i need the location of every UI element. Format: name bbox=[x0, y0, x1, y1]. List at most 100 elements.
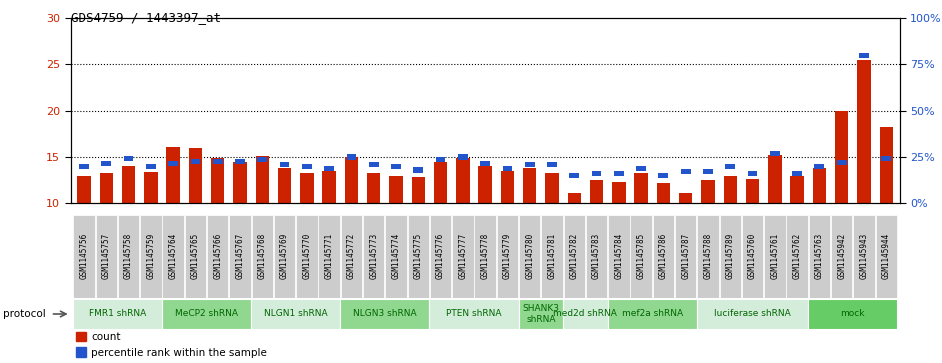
Bar bbox=[367, 173, 381, 203]
Bar bbox=[882, 156, 891, 162]
Bar bbox=[875, 215, 897, 298]
Bar bbox=[770, 151, 780, 156]
Bar bbox=[675, 215, 696, 298]
Bar bbox=[300, 173, 314, 203]
Text: GSM1145779: GSM1145779 bbox=[503, 233, 512, 279]
Bar bbox=[345, 157, 358, 203]
Bar bbox=[836, 160, 847, 165]
Bar bbox=[658, 173, 668, 178]
Bar bbox=[73, 215, 95, 298]
Bar bbox=[523, 168, 536, 203]
Bar bbox=[100, 173, 113, 203]
Text: GSM1145777: GSM1145777 bbox=[459, 233, 467, 279]
Bar bbox=[412, 178, 425, 203]
Bar bbox=[144, 172, 157, 203]
Bar bbox=[586, 215, 608, 298]
Bar bbox=[278, 168, 291, 203]
Bar bbox=[501, 171, 514, 203]
Bar bbox=[787, 215, 808, 298]
Bar bbox=[255, 156, 269, 203]
Bar bbox=[77, 175, 90, 203]
Bar bbox=[547, 162, 557, 167]
Bar bbox=[95, 215, 117, 298]
Text: GSM1145786: GSM1145786 bbox=[658, 233, 668, 279]
Bar bbox=[479, 166, 492, 203]
Bar bbox=[302, 164, 312, 169]
Bar bbox=[123, 156, 134, 162]
Bar bbox=[542, 215, 562, 298]
Bar bbox=[280, 162, 289, 167]
Bar bbox=[118, 215, 139, 298]
Bar bbox=[608, 299, 697, 329]
Text: NLGN3 shRNA: NLGN3 shRNA bbox=[353, 310, 416, 318]
Text: GSM1145765: GSM1145765 bbox=[191, 233, 200, 279]
Bar bbox=[815, 164, 824, 169]
Bar bbox=[389, 175, 402, 203]
Bar bbox=[545, 173, 559, 203]
Bar bbox=[408, 215, 429, 298]
Bar bbox=[434, 162, 447, 203]
Bar bbox=[475, 215, 495, 298]
Bar bbox=[229, 215, 251, 298]
Bar bbox=[742, 215, 763, 298]
Bar bbox=[496, 215, 518, 298]
Text: protocol: protocol bbox=[3, 309, 45, 319]
Text: luciferase shRNA: luciferase shRNA bbox=[714, 310, 791, 318]
Legend: count, percentile rank within the sample: count, percentile rank within the sample bbox=[76, 332, 268, 358]
Bar bbox=[252, 215, 273, 298]
Bar bbox=[234, 162, 247, 203]
Text: GSM1145767: GSM1145767 bbox=[236, 233, 245, 279]
Bar bbox=[723, 175, 737, 203]
Bar bbox=[679, 193, 692, 203]
Text: GSM1145759: GSM1145759 bbox=[146, 233, 155, 279]
Bar bbox=[768, 155, 782, 203]
Text: GSM1145782: GSM1145782 bbox=[570, 233, 578, 279]
Bar bbox=[102, 161, 111, 166]
Bar bbox=[701, 180, 715, 203]
Text: GSM1145781: GSM1145781 bbox=[547, 233, 557, 279]
Text: GSM1145761: GSM1145761 bbox=[771, 233, 779, 279]
Bar bbox=[456, 158, 469, 203]
Bar bbox=[169, 161, 178, 166]
Bar bbox=[519, 215, 541, 298]
Bar bbox=[207, 215, 228, 298]
Bar bbox=[162, 299, 252, 329]
Bar bbox=[636, 166, 646, 171]
Bar bbox=[188, 148, 203, 203]
Bar bbox=[347, 154, 356, 160]
Bar bbox=[563, 299, 608, 329]
Text: PTEN shRNA: PTEN shRNA bbox=[447, 310, 502, 318]
Bar bbox=[190, 159, 201, 164]
Text: GSM1145776: GSM1145776 bbox=[436, 233, 445, 279]
Bar bbox=[430, 215, 451, 298]
Bar bbox=[703, 169, 713, 174]
Text: GSM1145762: GSM1145762 bbox=[792, 233, 802, 279]
Text: GSM1145789: GSM1145789 bbox=[725, 233, 735, 279]
Text: GSM1145760: GSM1145760 bbox=[748, 233, 757, 279]
Text: GSM1145768: GSM1145768 bbox=[258, 233, 267, 279]
Text: GSM1145783: GSM1145783 bbox=[593, 233, 601, 279]
Bar bbox=[792, 171, 802, 176]
Text: GSM1145943: GSM1145943 bbox=[859, 233, 869, 279]
Bar bbox=[857, 60, 870, 203]
Bar bbox=[435, 157, 446, 162]
Bar bbox=[363, 215, 384, 298]
Text: GSM1145763: GSM1145763 bbox=[815, 233, 824, 279]
Text: GSM1145757: GSM1145757 bbox=[102, 233, 111, 279]
Text: GSM1145771: GSM1145771 bbox=[325, 233, 333, 279]
Text: FMR1 shRNA: FMR1 shRNA bbox=[89, 310, 146, 318]
Text: GSM1145778: GSM1145778 bbox=[480, 233, 490, 279]
Bar bbox=[697, 299, 808, 329]
Bar bbox=[414, 167, 423, 172]
Text: GDS4759 / 1443397_at: GDS4759 / 1443397_at bbox=[71, 11, 220, 24]
Bar bbox=[764, 215, 786, 298]
Bar bbox=[318, 215, 340, 298]
Bar bbox=[122, 166, 136, 203]
Bar bbox=[518, 299, 563, 329]
Bar bbox=[257, 157, 268, 162]
Bar bbox=[609, 215, 629, 298]
Bar bbox=[725, 164, 735, 169]
Bar bbox=[681, 169, 690, 174]
Bar bbox=[369, 162, 379, 167]
Bar bbox=[213, 159, 222, 164]
